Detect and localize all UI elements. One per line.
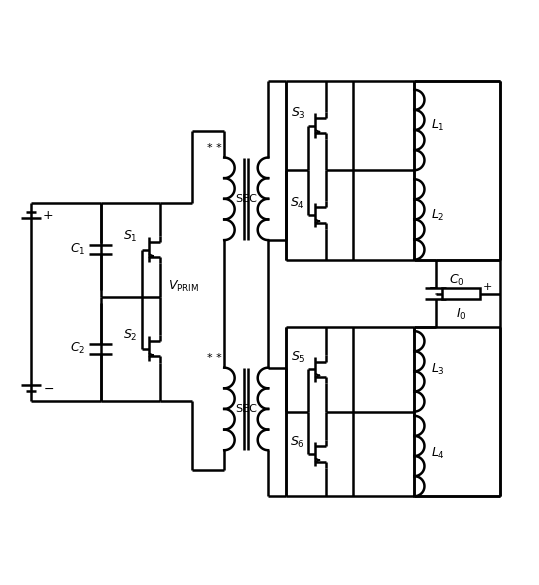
Text: $L_1$: $L_1$ (431, 118, 445, 133)
Text: $L_3$: $L_3$ (431, 362, 445, 377)
Text: $S_1$: $S_1$ (123, 229, 137, 244)
Text: $I_0$: $I_0$ (455, 307, 466, 322)
Text: $S_5$: $S_5$ (291, 350, 305, 365)
Text: $-$: $-$ (428, 281, 438, 291)
Text: $S_4$: $S_4$ (291, 196, 306, 211)
Text: $S_3$: $S_3$ (291, 106, 305, 122)
Text: SEC: SEC (235, 404, 257, 414)
Text: SEC: SEC (235, 194, 257, 204)
Text: $L_4$: $L_4$ (431, 446, 445, 462)
Text: $S_6$: $S_6$ (291, 435, 306, 450)
Bar (442, 288, 480, 300)
Text: $-$: $-$ (43, 382, 54, 395)
Text: $C_2$: $C_2$ (70, 341, 86, 356)
Text: * *: * * (207, 353, 222, 363)
Text: $C_1$: $C_1$ (70, 242, 86, 257)
Text: +: + (43, 209, 53, 222)
Text: $+$: $+$ (482, 281, 493, 292)
Text: $S_2$: $S_2$ (123, 328, 137, 343)
Text: $L_2$: $L_2$ (431, 208, 445, 222)
Text: $V_{\mathrm{PRIM}}$: $V_{\mathrm{PRIM}}$ (168, 279, 199, 294)
Text: * *: * * (207, 143, 222, 153)
Text: $C_0$: $C_0$ (449, 273, 465, 288)
